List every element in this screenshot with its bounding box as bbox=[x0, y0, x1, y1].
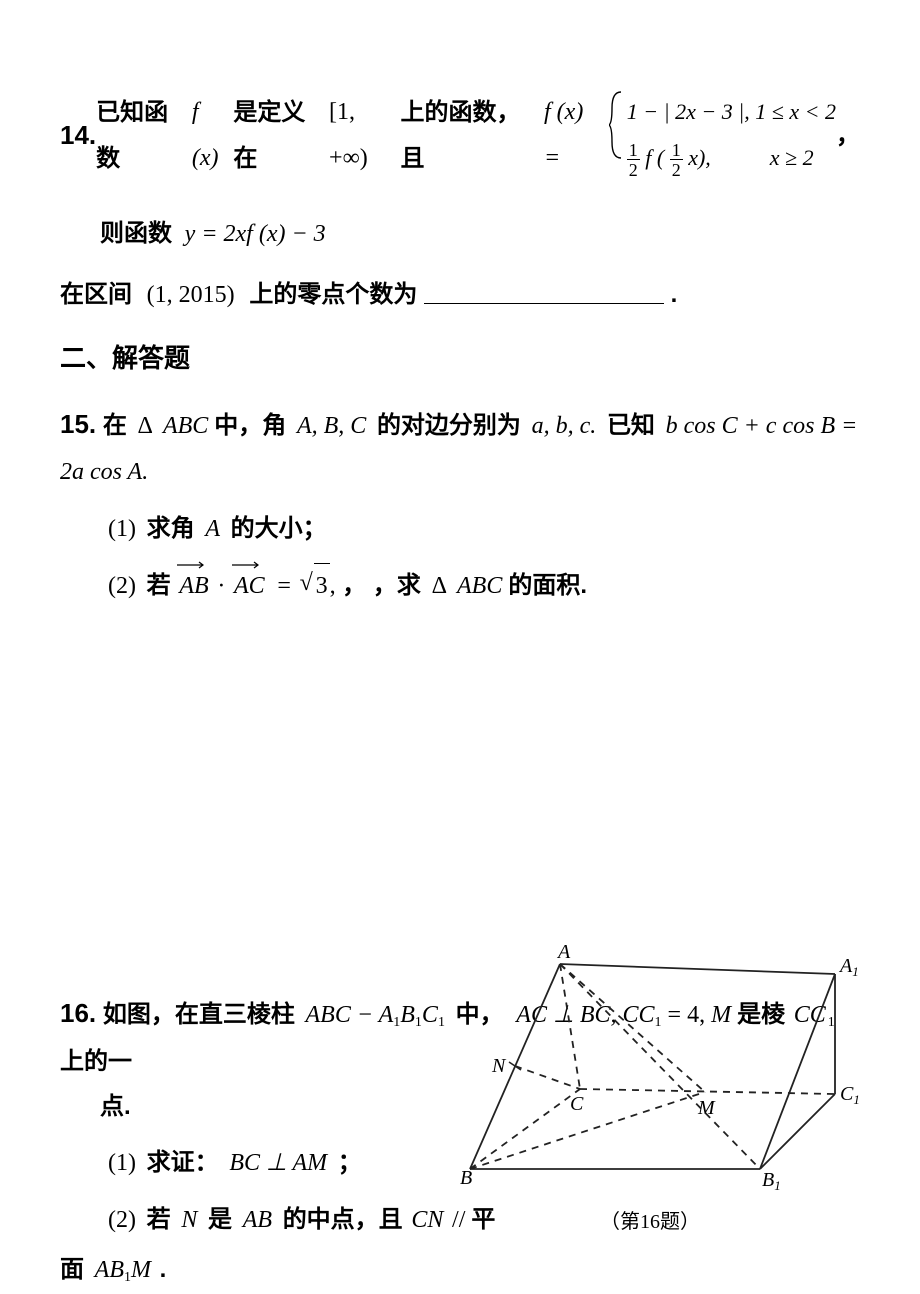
q14-blank bbox=[424, 303, 664, 304]
sqrt3: 3 bbox=[302, 563, 330, 610]
q14-case2: 12 f ( 12 x), x ≥ 2 bbox=[627, 145, 814, 170]
q14-line1: 14. 已知函数 f (x) 是定义在 [1, +∞) 上的函数，且 f (x)… bbox=[60, 90, 860, 181]
q14-piecewise: 1 − | 2x − 3 |, 1 ≤ x < 2 12 f ( 12 x), … bbox=[609, 90, 836, 181]
q14-t3: 上的函数，且 bbox=[401, 90, 539, 181]
q15-number: 15. bbox=[60, 409, 96, 439]
fig-label-C1: C1 bbox=[840, 1083, 860, 1107]
fig-caption: （第16题） bbox=[440, 1205, 860, 1234]
q14-line3: 在区间 (1, 2015) 上的零点个数为 . bbox=[60, 272, 860, 319]
q14-fx: f (x) bbox=[188, 90, 234, 181]
fig-label-M: M bbox=[697, 1097, 716, 1119]
fig-label-A: A bbox=[556, 944, 571, 963]
section-2-header: 二、解答题 bbox=[60, 334, 860, 383]
fig-label-C: C bbox=[570, 1093, 584, 1115]
q14-dom: [1, +∞) bbox=[325, 90, 400, 181]
q15-p1: (1) 求角 A 的大小； bbox=[60, 506, 860, 553]
vector-AB: AB bbox=[177, 564, 210, 610]
q14-t1: 已知函数 bbox=[96, 90, 188, 181]
fig-label-B: B bbox=[460, 1167, 472, 1189]
q14-lhs: f (x) = bbox=[538, 90, 609, 181]
fig-label-A1: A1 bbox=[838, 955, 859, 979]
q15-p2: (2) 若 AB · AC = 3, ， ，求 Δ ABC 的面积. bbox=[60, 563, 860, 610]
q14-comma: ， bbox=[836, 113, 860, 159]
q14-case1: 1 − | 2x − 3 |, 1 ≤ x < 2 bbox=[627, 99, 836, 124]
q14-number: 14. bbox=[60, 111, 96, 160]
fig-label-B1: B1 bbox=[762, 1169, 781, 1193]
q14-t2: 是定义在 bbox=[233, 90, 325, 181]
q16-number: 16. bbox=[60, 998, 96, 1028]
q14-y: y = 2xf (x) − 3 bbox=[179, 221, 326, 247]
q15-intro: 15. 在 Δ ABC 中，角 A, B, C 的对边分别为 a, b, c. … bbox=[60, 400, 860, 496]
q14-line2: 则函数 y = 2xf (x) − 3 bbox=[60, 211, 860, 258]
q16-p2-line2: 面 AB1M . bbox=[60, 1247, 460, 1294]
fig-label-N: N bbox=[491, 1055, 507, 1077]
q16-figure: A A1 B B1 C C1 M N （第16题） bbox=[440, 944, 860, 1234]
vector-AC: AC bbox=[232, 564, 267, 610]
